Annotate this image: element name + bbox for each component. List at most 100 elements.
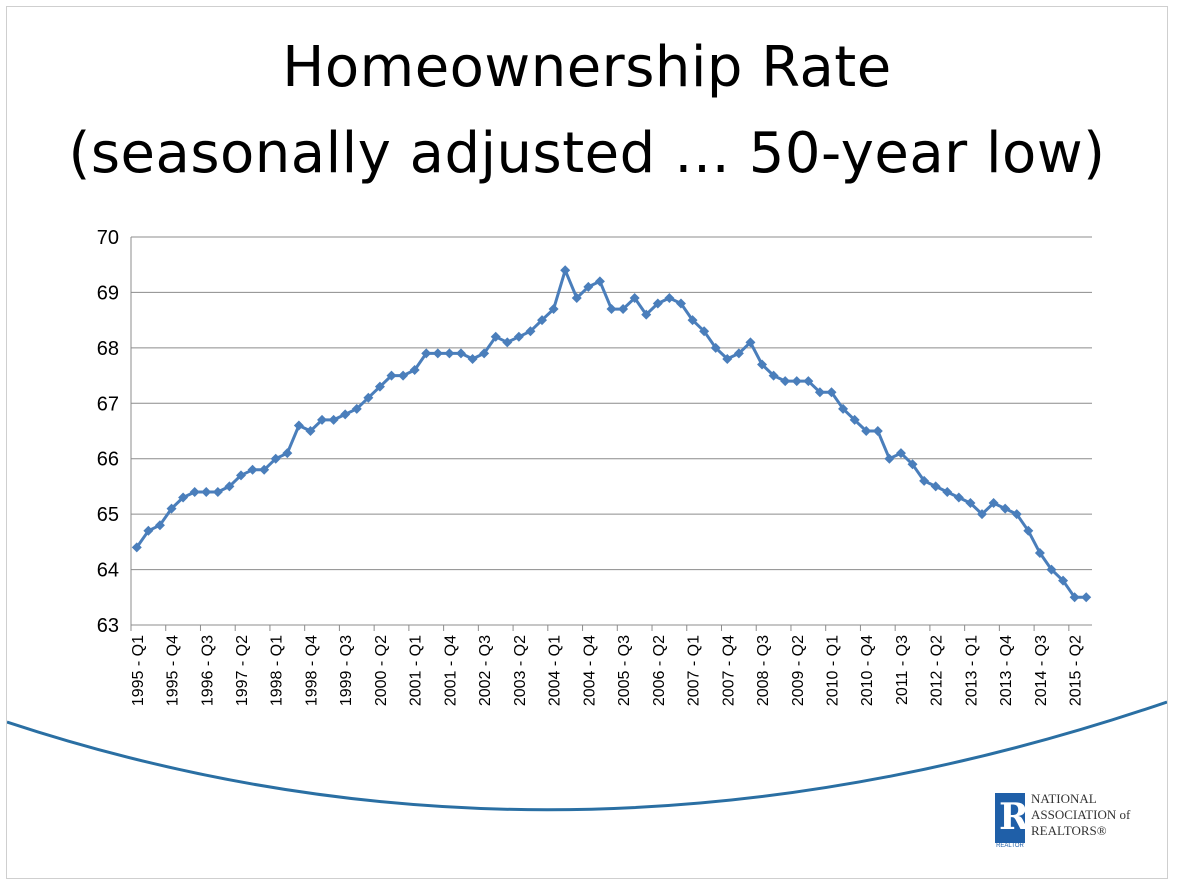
data-point <box>803 376 814 387</box>
data-point <box>444 348 455 359</box>
nar-logo: R REALTOR NATIONAL ASSOCIATION of REALTO… <box>995 787 1165 857</box>
x-tick-label: 2004 - Q4 <box>581 635 598 706</box>
x-tick-label: 2011 - Q3 <box>894 635 911 705</box>
x-tick-label: 1998 - Q4 <box>303 635 320 706</box>
data-point <box>977 509 988 520</box>
data-point <box>710 342 721 353</box>
x-tick-label: 1997 - Q2 <box>234 635 251 706</box>
data-point <box>328 414 339 425</box>
x-tick-label: 2002 - Q3 <box>477 635 494 706</box>
data-point <box>560 265 571 276</box>
data-point <box>884 453 895 464</box>
x-tick-label: 1995 - Q4 <box>165 635 182 706</box>
x-tick-label: 2010 - Q4 <box>859 635 876 706</box>
x-tick-label: 2005 - Q3 <box>616 635 633 706</box>
x-tick-label: 2014 - Q3 <box>1033 635 1050 706</box>
data-point <box>282 448 293 459</box>
data-point <box>895 448 906 459</box>
data-point <box>490 331 501 342</box>
data-point <box>583 281 594 292</box>
data-point <box>722 353 733 364</box>
data-point <box>1046 564 1057 575</box>
data-point <box>201 486 212 497</box>
data-point <box>166 503 177 514</box>
x-tick-label: 2012 - Q2 <box>929 635 946 706</box>
data-point <box>1034 547 1045 558</box>
series-line <box>135 268 1087 599</box>
x-tick-label: 2006 - Q2 <box>651 635 668 706</box>
data-point <box>189 486 200 497</box>
data-point <box>421 348 432 359</box>
logo-mark-caption: REALTOR <box>996 843 1024 849</box>
data-point <box>791 376 802 387</box>
data-point <box>675 298 686 309</box>
data-point <box>953 492 964 503</box>
data-point <box>525 326 536 337</box>
data-point <box>930 481 941 492</box>
data-point <box>861 426 872 436</box>
data-point <box>467 353 478 364</box>
data-point <box>363 392 374 403</box>
data-point <box>235 470 246 481</box>
data-point <box>374 381 385 392</box>
data-point <box>907 459 918 470</box>
x-tick-label: 1996 - Q3 <box>199 635 216 706</box>
data-point <box>131 542 142 553</box>
data-point <box>849 414 860 425</box>
x-tick-label: 1998 - Q1 <box>269 635 286 706</box>
data-point <box>942 486 953 497</box>
data-point <box>1058 575 1069 586</box>
data-point <box>745 337 756 348</box>
chart-title-line1: Homeownership Rate <box>282 35 892 100</box>
x-tick-label: 1999 - Q3 <box>338 635 355 706</box>
data-point <box>154 520 165 531</box>
decorative-swoosh <box>7 700 1167 812</box>
x-tick-label: 2010 - Q1 <box>824 635 841 706</box>
data-point <box>178 492 189 503</box>
x-tick-label: 2001 - Q1 <box>408 635 425 706</box>
data-point <box>618 304 629 315</box>
data-point <box>351 403 362 414</box>
y-tick-label: 70 <box>97 227 119 249</box>
x-tick-label: 2009 - Q2 <box>790 635 807 706</box>
chart-title-line2: (seasonally adjusted … 50-year low) <box>68 121 1106 186</box>
x-tick-label: 2015 - Q2 <box>1068 635 1085 706</box>
x-tick-label: 2007 - Q4 <box>720 635 737 706</box>
data-point <box>548 304 559 315</box>
line-chart: 63 64 65 66 67 68 69 70 1995 - Q1 1995 - Q4 1996 -… <box>7 227 1167 812</box>
data-point <box>143 525 154 536</box>
data-point <box>664 292 675 303</box>
x-tick-label: 2013 - Q4 <box>998 635 1015 706</box>
realtor-r-icon: R <box>995 793 1029 843</box>
y-tick-label: 66 <box>97 449 119 471</box>
data-point <box>733 348 744 359</box>
x-tick-label: 2000 - Q2 <box>373 635 390 706</box>
data-point <box>340 409 351 420</box>
data-point <box>212 486 223 497</box>
data-point <box>1069 592 1080 603</box>
data-point <box>317 414 328 425</box>
data-point <box>768 370 779 381</box>
data-point <box>305 426 316 436</box>
data-point <box>780 376 791 387</box>
y-tick-label: 64 <box>97 560 119 582</box>
y-tick-label: 69 <box>97 282 119 304</box>
data-point <box>757 359 768 370</box>
data-point <box>687 315 698 326</box>
x-tick-label: 2008 - Q3 <box>755 635 772 706</box>
data-point <box>594 276 605 287</box>
data-point <box>293 420 304 431</box>
data-point <box>872 426 883 436</box>
data-point <box>814 387 825 398</box>
logo-text: NATIONAL ASSOCIATION of REALTORS® <box>1031 791 1131 838</box>
data-point <box>641 309 652 320</box>
data-point <box>571 292 582 303</box>
data-point <box>398 370 409 381</box>
data-point <box>432 348 443 359</box>
y-tick-label: 63 <box>97 615 119 637</box>
x-tick-label: 1995 - Q1 <box>130 635 147 706</box>
data-point <box>988 498 999 509</box>
data-point <box>1000 503 1011 514</box>
x-tick-label: 2007 - Q1 <box>686 635 703 706</box>
x-tick-label: 2004 - Q1 <box>547 635 564 706</box>
